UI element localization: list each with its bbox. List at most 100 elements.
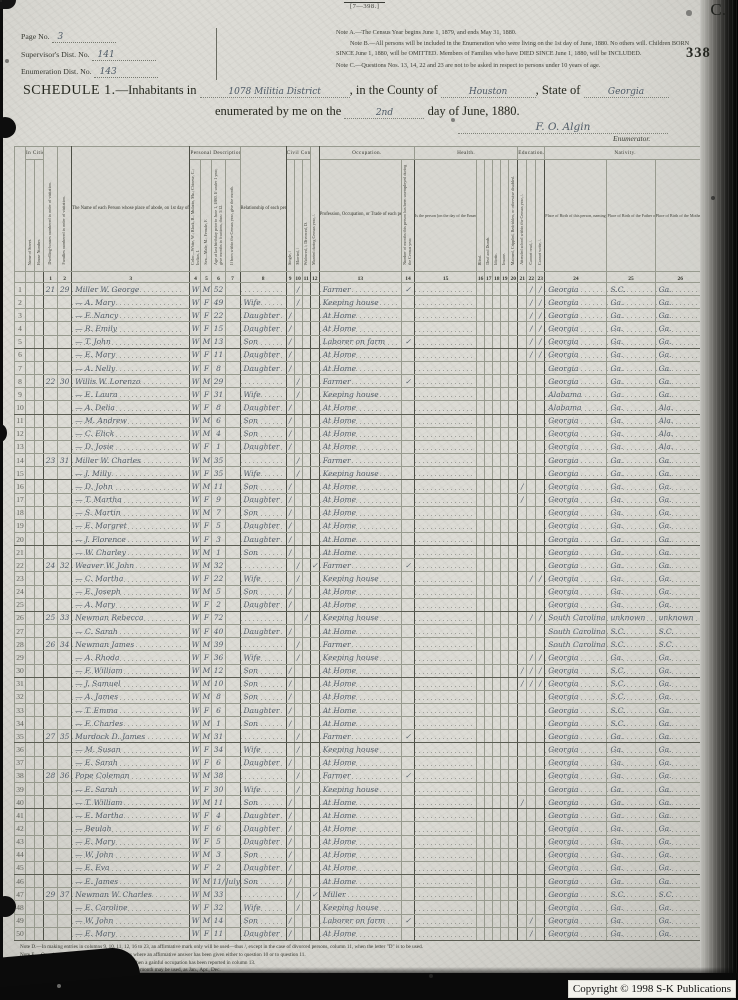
cell-cre — [526, 400, 537, 415]
cell-myr — [309, 729, 320, 744]
cell-cwr: / — [535, 321, 546, 336]
cell-dw — [43, 860, 59, 876]
cell-wid — [301, 900, 311, 915]
cell-cwr: / — [535, 610, 546, 626]
note-c: Note C.—Questions Nos. 13, 14, 22 and 23… — [336, 61, 601, 69]
cell-c: W — [189, 439, 202, 455]
cell-sng — [285, 281, 295, 297]
cell-sng: / — [285, 492, 295, 507]
cell-dw — [43, 900, 59, 915]
cell-sch — [517, 650, 528, 665]
cell-dea — [484, 808, 494, 823]
cell-mon — [224, 808, 241, 823]
cell-name: — A. Nelly — [71, 360, 191, 376]
cell-bli — [476, 387, 486, 402]
cell-c: W — [189, 374, 202, 389]
cell-cwr — [535, 453, 546, 468]
cell-fam — [57, 676, 73, 691]
census-row: 40— T. William W M 11 Son / At Home / Georgia Ga.… — [13, 795, 707, 810]
cell-sch: / — [517, 795, 528, 810]
cell-cre — [526, 531, 537, 547]
num-17: 17 — [484, 271, 494, 283]
cell-name: — C. Martha — [71, 571, 191, 586]
cell-sng — [285, 650, 295, 665]
cell-cwr — [535, 768, 546, 783]
cell-c: W — [189, 321, 202, 336]
cell-fb: S.C. — [606, 624, 656, 639]
census-row: 5— T. John W M 13 Son / Laborer on farm ✓ / / Geor… — [13, 334, 707, 349]
cell-name: Newman Rebecca — [71, 610, 191, 626]
cell-une — [400, 874, 416, 889]
cell-mar — [293, 334, 303, 349]
cell-ins — [500, 768, 510, 783]
cell-sng: / — [285, 426, 295, 441]
cell-mar — [293, 610, 303, 626]
cell-une — [400, 518, 416, 533]
cell-a: 7 — [211, 505, 226, 520]
num-6: 6 — [211, 271, 226, 283]
cell-bp: Georgia — [544, 900, 608, 915]
cell-c: W — [189, 650, 202, 665]
cell-occ: Farmer — [318, 637, 402, 652]
cell-wid — [301, 847, 311, 862]
state-label: , State of — [535, 83, 581, 97]
col17-header: Deaf and Dumb. — [484, 159, 494, 272]
cell-fb: Ga. — [606, 821, 656, 836]
census-row: 14 23 31 Miller W. Charles W M 35/Farmer Georgi… — [13, 453, 707, 468]
col18-label: Idiotic. — [493, 253, 499, 265]
cell-street — [25, 584, 36, 599]
group-civil-condition: Civil Condition. — [285, 146, 311, 160]
cell-name: — F. Nancy — [71, 308, 191, 323]
cell-une — [400, 413, 416, 428]
col18-header: Idiotic. — [492, 159, 502, 272]
scanned-page: [7—398.] Page No. 3 Supervisor's Dist. N… — [3, 0, 710, 973]
num-22: 22 — [526, 271, 537, 283]
cell-line-no: 9 — [13, 387, 27, 402]
cell-fam — [57, 781, 73, 797]
cell-rel: Son — [239, 689, 287, 705]
cell-wid — [301, 689, 311, 705]
num-11: 11 — [301, 271, 311, 283]
cell-rel: Daughter — [239, 400, 287, 415]
cell-s: F — [200, 518, 213, 533]
cell-c: W — [189, 360, 202, 376]
cell-dw — [43, 439, 59, 455]
cell-idi — [492, 387, 502, 402]
cell-idi — [492, 768, 502, 783]
cell-myr — [309, 334, 320, 349]
cell-mb: Ga. — [654, 663, 707, 678]
cell-s: F — [200, 900, 213, 915]
cell-fam — [57, 531, 73, 547]
cell-mai — [508, 374, 519, 389]
cell-ins — [500, 860, 510, 876]
cell-c: W — [189, 518, 202, 533]
cell-mon — [224, 518, 241, 533]
cell-cre — [526, 387, 537, 402]
census-row: 48— E. Caroline W F 32 Wife / Keeping house Geo… — [13, 900, 707, 915]
cell-sng: / — [285, 624, 295, 639]
cell-house — [34, 295, 45, 310]
cell-mb: Ga. — [654, 571, 707, 586]
cell-fam — [57, 900, 73, 915]
cell-street — [25, 610, 36, 626]
cell-sng — [285, 374, 295, 389]
cell-sick — [413, 755, 478, 770]
cell-a: 39 — [211, 637, 226, 652]
num-18: 18 — [492, 271, 502, 283]
cell-bp: Georgia — [544, 334, 608, 349]
cell-mar — [293, 492, 303, 507]
cell-ins — [500, 926, 510, 941]
cell-idi — [492, 413, 502, 428]
cell-rel — [239, 281, 287, 297]
cell-dea — [484, 387, 494, 402]
cell-ins — [500, 847, 510, 862]
cell-mb: Ga. — [654, 453, 707, 468]
cell-bp: Alabama — [544, 400, 608, 415]
cell-cre — [526, 413, 537, 428]
cell-line-no: 14 — [13, 453, 27, 468]
cell-ins — [500, 821, 510, 836]
cell-idi — [492, 624, 502, 639]
cell-wid — [301, 742, 311, 757]
cell-fb: Ga. — [606, 321, 656, 336]
cell-fam — [57, 321, 73, 336]
